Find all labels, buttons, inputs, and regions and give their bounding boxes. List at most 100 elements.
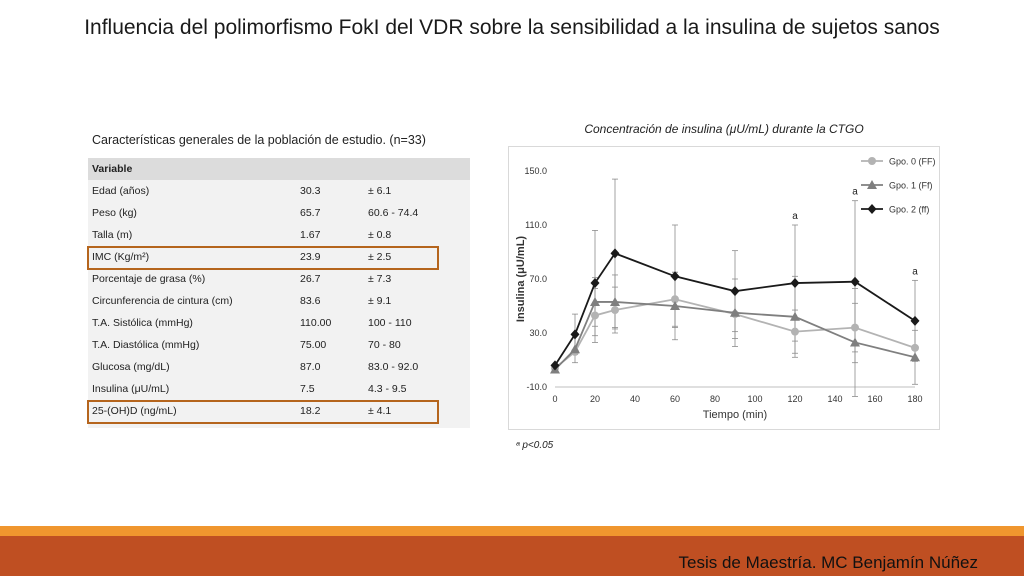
x-tick-label: 80: [710, 394, 720, 404]
series-2-point: [590, 278, 600, 289]
y-tick-label: -10.0: [526, 382, 547, 392]
series-0-point: [911, 343, 919, 352]
table-row: Circunferencia de cintura (cm) 83.6 ± 9.…: [88, 290, 470, 312]
x-tick-label: 120: [787, 394, 802, 404]
row-label: Edad (años): [92, 185, 150, 197]
series-1-point: [670, 301, 680, 310]
row-label: Talla (m): [92, 229, 133, 241]
row-value: 83.6: [300, 295, 321, 307]
row-label: Glucosa (mg/dL): [92, 361, 170, 373]
series-0-point: [791, 327, 799, 336]
x-tick-label: 40: [630, 394, 640, 404]
series-2-point: [730, 286, 740, 297]
series-1-point: [850, 337, 860, 347]
y-axis-label: Insulina (μU/mL): [515, 236, 527, 323]
row-range: ± 6.1: [368, 185, 392, 197]
row-value: 1.67: [300, 229, 321, 241]
row-range: 83.0 - 92.0: [368, 361, 419, 373]
table-row: Edad (años) 30.3 ± 6.1: [88, 180, 470, 202]
footer-accent-band: [0, 526, 1024, 536]
row-label: T.A. Diastólica (mmHg): [92, 339, 200, 351]
legend-marker: [867, 180, 877, 189]
row-value: 110.00: [300, 317, 332, 329]
footer-band: [0, 536, 1024, 576]
row-value: 87.0: [300, 361, 321, 373]
legend-label: Gpo. 0 (FF): [889, 157, 936, 167]
x-tick-label: 60: [670, 394, 680, 404]
table-row: Talla (m) 1.67 ± 0.8: [88, 224, 470, 246]
row-label: Insulina (μU/mL): [92, 383, 170, 395]
series-2-point: [670, 271, 680, 282]
x-tick-label: 100: [747, 394, 762, 404]
row-value: 23.9: [300, 251, 321, 263]
table-row: T.A. Diastólica (mmHg) 75.00 70 - 80: [88, 334, 470, 356]
significance-annotation: a: [852, 187, 858, 198]
series-2-point: [550, 360, 560, 371]
table-row: Peso (kg) 65.7 60.6 - 74.4: [88, 202, 470, 224]
table-row: T.A. Sistólica (mmHg) 110.00 100 - 110: [88, 312, 470, 334]
row-range: ± 4.1: [368, 405, 392, 417]
series-1-point: [910, 352, 920, 362]
table-row: IMC (Kg/m²) 23.9 ± 2.5: [88, 246, 470, 268]
significance-footnote: ᵃ p<0.05: [516, 440, 554, 451]
row-label: Porcentaje de grasa (%): [92, 273, 206, 285]
y-tick-label: 70.0: [529, 274, 547, 284]
highlight-box-imc: [87, 246, 439, 270]
series-1-point: [790, 311, 800, 321]
legend-label: Gpo. 1 (Ff): [889, 181, 933, 191]
row-label: T.A. Sistólica (mmHg): [92, 317, 193, 329]
row-value: 30.3: [300, 185, 321, 197]
row-label: Peso (kg): [92, 207, 137, 219]
row-range: ± 2.5: [368, 251, 392, 263]
row-range: 70 - 80: [368, 339, 401, 351]
series-1-point: [590, 296, 600, 306]
row-value: 65.7: [300, 207, 321, 219]
x-tick-label: 0: [552, 394, 557, 404]
chart-panel: -10.0 30.0 70.0 110.0 150.0 0 20 40 60 80 100 120 14…: [508, 146, 940, 430]
row-range: 60.6 - 74.4: [368, 207, 419, 219]
legend-marker: [868, 157, 876, 165]
row-range: ± 9.1: [368, 295, 392, 307]
series-2-point: [570, 329, 580, 340]
row-value: 75.00: [300, 339, 327, 351]
series-2-point: [910, 315, 920, 326]
x-tick-label: 180: [907, 394, 922, 404]
row-label: IMC (Kg/m²): [92, 251, 150, 263]
table-row: 25-(OH)D (ng/mL) 18.2 ± 4.1: [88, 400, 470, 422]
y-tick-label: 150.0: [524, 166, 547, 176]
x-tick-label: 20: [590, 394, 600, 404]
footer-text: Tesis de Maestría. MC Benjamín Núñez: [678, 553, 978, 572]
y-tick-label: 30.0: [529, 328, 547, 338]
series-0-point: [851, 323, 859, 332]
row-range: 100 - 110: [368, 317, 412, 329]
characteristics-table: Variable Edad (años) 30.3 ± 6.1 Peso (kg…: [87, 158, 470, 428]
series-0-point: [671, 295, 679, 304]
x-axis-label: Tiempo (min): [703, 409, 767, 421]
table-row: Glucosa (mg/dL) 87.0 83.0 - 92.0: [88, 356, 470, 378]
chart-title: Concentración de insulina (μU/mL) durant…: [584, 122, 864, 136]
row-value: 18.2: [300, 405, 321, 417]
significance-annotation: a: [912, 266, 918, 277]
series-1-point: [730, 307, 740, 317]
table-row: Insulina (μU/mL) 7.5 4.3 - 9.5: [88, 378, 470, 400]
row-range: 4.3 - 9.5: [368, 383, 407, 395]
row-value: 26.7: [300, 273, 321, 285]
x-tick-label: 160: [867, 394, 882, 404]
table-caption: Características generales de la població…: [92, 133, 426, 147]
series-2-point: [790, 278, 800, 289]
table-header-variable: Variable: [92, 163, 133, 175]
series-0-point: [611, 306, 619, 315]
insulin-line-chart: -10.0 30.0 70.0 110.0 150.0 0 20 40 60 80 100 120 14…: [515, 157, 936, 422]
row-label: Circunferencia de cintura (cm): [92, 295, 233, 307]
series-1-point: [570, 344, 580, 354]
x-tick-label: 140: [827, 394, 842, 404]
table-row: Porcentaje de grasa (%) 26.7 ± 7.3: [88, 268, 470, 290]
table-header-row: Variable: [88, 158, 470, 180]
row-label: 25-(OH)D (ng/mL): [92, 405, 177, 417]
legend-marker: [867, 204, 877, 214]
series-2-point: [850, 276, 860, 287]
row-range: ± 0.8: [368, 229, 392, 241]
series-1-point: [610, 296, 620, 306]
significance-annotation: a: [792, 211, 798, 222]
highlight-box-vitamin-d: [87, 400, 439, 424]
